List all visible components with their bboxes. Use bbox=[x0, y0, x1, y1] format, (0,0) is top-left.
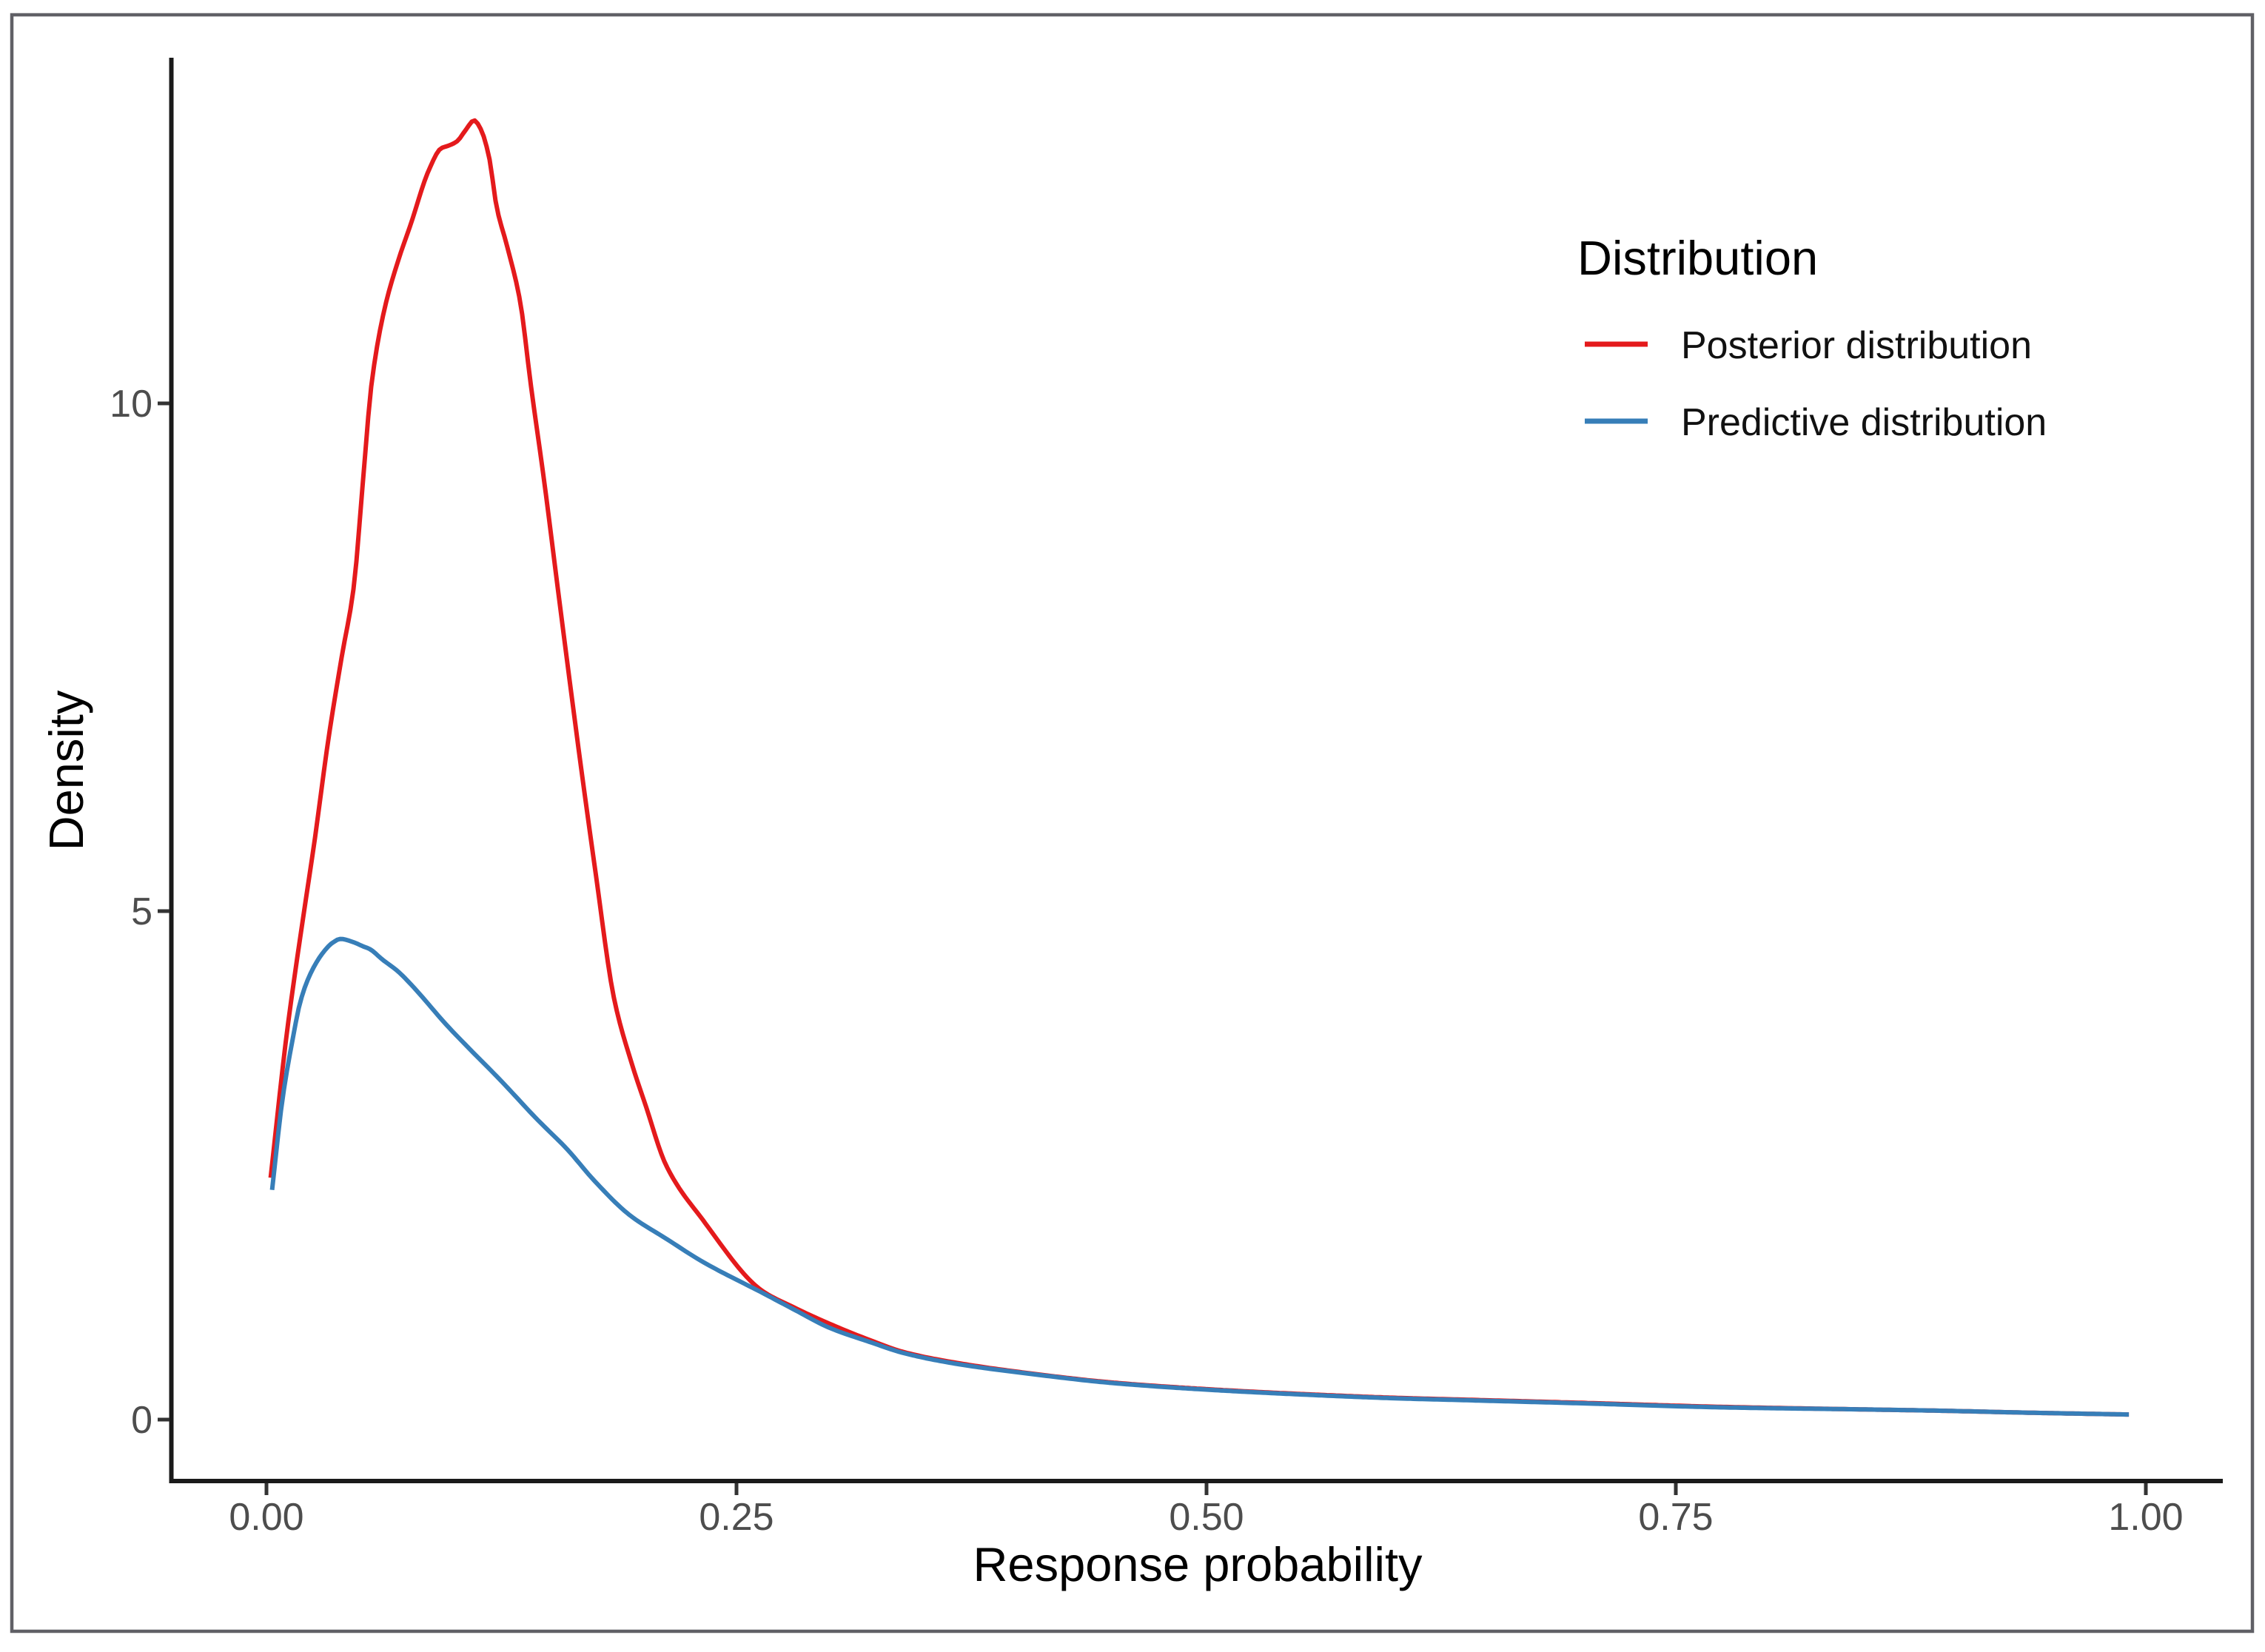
svg-text:0: 0 bbox=[131, 1399, 152, 1442]
svg-text:10: 10 bbox=[110, 383, 152, 426]
svg-text:0.50: 0.50 bbox=[1169, 1496, 1244, 1539]
svg-text:5: 5 bbox=[131, 890, 152, 933]
svg-text:Response probability: Response probability bbox=[973, 1537, 1423, 1591]
svg-text:Posterior distribution: Posterior distribution bbox=[1681, 324, 2032, 367]
svg-text:0.00: 0.00 bbox=[229, 1496, 303, 1539]
svg-text:Density: Density bbox=[39, 690, 93, 850]
svg-text:Distribution: Distribution bbox=[1577, 231, 1818, 285]
svg-text:0.25: 0.25 bbox=[699, 1496, 774, 1539]
svg-text:1.00: 1.00 bbox=[2108, 1496, 2183, 1539]
svg-text:Predictive distribution: Predictive distribution bbox=[1681, 401, 2047, 444]
svg-text:0.75: 0.75 bbox=[1638, 1496, 1713, 1539]
